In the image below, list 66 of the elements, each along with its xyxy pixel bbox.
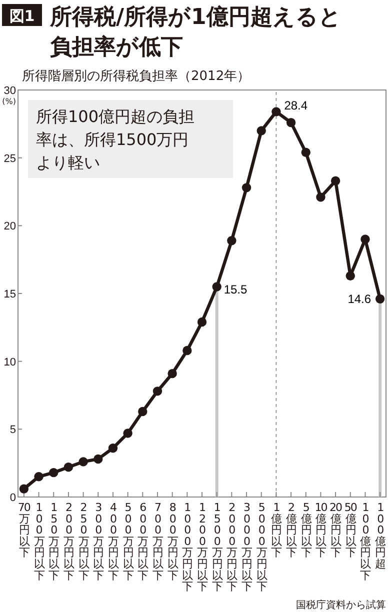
point (301, 148, 310, 158)
y-tick-label: 30 (4, 85, 16, 97)
y-tick-label: 15 (4, 288, 16, 300)
point (272, 107, 281, 116)
point (256, 126, 266, 136)
y-tick-label: 0 (10, 492, 16, 504)
x-tick-label: 700万円以下 (152, 501, 164, 582)
chart-subtitle: 所得階層別の所得税負担率（2012年） (22, 68, 250, 84)
point (108, 444, 118, 453)
point (182, 346, 192, 356)
x-tick-label: 150万円以下 (48, 501, 60, 582)
data-label: 14.6 (348, 292, 372, 306)
point (242, 183, 252, 192)
x-tick-label: 10億円以下 (314, 501, 328, 560)
x-tick-label: 1億円以下 (271, 501, 282, 560)
x-tick-label: 3000万円以下 (242, 501, 253, 594)
point (168, 368, 177, 378)
x-tick-label: 600万円以下 (138, 501, 149, 582)
point (316, 192, 326, 202)
point (138, 406, 148, 416)
point (375, 294, 385, 304)
point (94, 454, 103, 464)
point (227, 236, 236, 246)
data-label: 15.5 (224, 282, 248, 297)
chart-title: 所得税/所得が1億円超えると負担率が低下 (49, 5, 342, 60)
point (286, 118, 296, 128)
point (360, 234, 370, 244)
x-tick-label: 100億円超 (375, 501, 386, 570)
x-tick-label: 100億円以下 (360, 501, 372, 582)
caption: 図1 (9, 7, 35, 25)
x-tick-label: 300万円以下 (93, 501, 104, 582)
annotation: 所得100億円超の負担率は、所得1500万円より軽い (36, 107, 195, 172)
x-tick-label: 200万円以下 (63, 501, 74, 582)
y-tick-label: 10 (4, 356, 16, 368)
y-tick-label: 20 (4, 220, 16, 233)
data-label: 28.4 (284, 98, 308, 113)
x-tick-label: 70万円以下 (18, 501, 31, 560)
x-tick-label: 500万円以下 (122, 501, 134, 582)
y-tick-label: 5 (10, 424, 16, 436)
x-tick-label: 50億円以下 (344, 501, 358, 560)
x-tick-label: 800万円以下 (167, 501, 178, 582)
point (19, 484, 29, 494)
point (34, 472, 44, 482)
y-tick-label: 25 (4, 152, 16, 165)
point (123, 428, 132, 438)
point (197, 317, 207, 327)
text: 国税庁資料から試算 (296, 599, 386, 611)
x-tick-label: 5億円以下 (300, 501, 312, 560)
y-axis-title: (%) (2, 97, 16, 106)
x-tick-label: 1500万円以下 (212, 501, 223, 594)
point (212, 282, 222, 292)
point (64, 462, 74, 472)
x-tick-label: 5000万円以下 (256, 501, 268, 594)
point (152, 386, 162, 396)
point (330, 176, 340, 186)
point (49, 468, 58, 478)
x-tick-label: 1000万円以下 (182, 501, 194, 594)
x-tick-label: 2億円以下 (286, 501, 298, 560)
point (78, 457, 88, 466)
x-tick-label: 2000万円以下 (226, 501, 238, 594)
x-tick-label: 400万円以下 (108, 501, 119, 582)
point (346, 271, 355, 280)
x-tick-label: 250万円以下 (78, 501, 90, 582)
x-tick-label: 20億円以下 (330, 501, 343, 560)
x-tick-label: 100万円以下 (34, 501, 45, 582)
x-tick-label: 1200万円以下 (197, 501, 208, 594)
